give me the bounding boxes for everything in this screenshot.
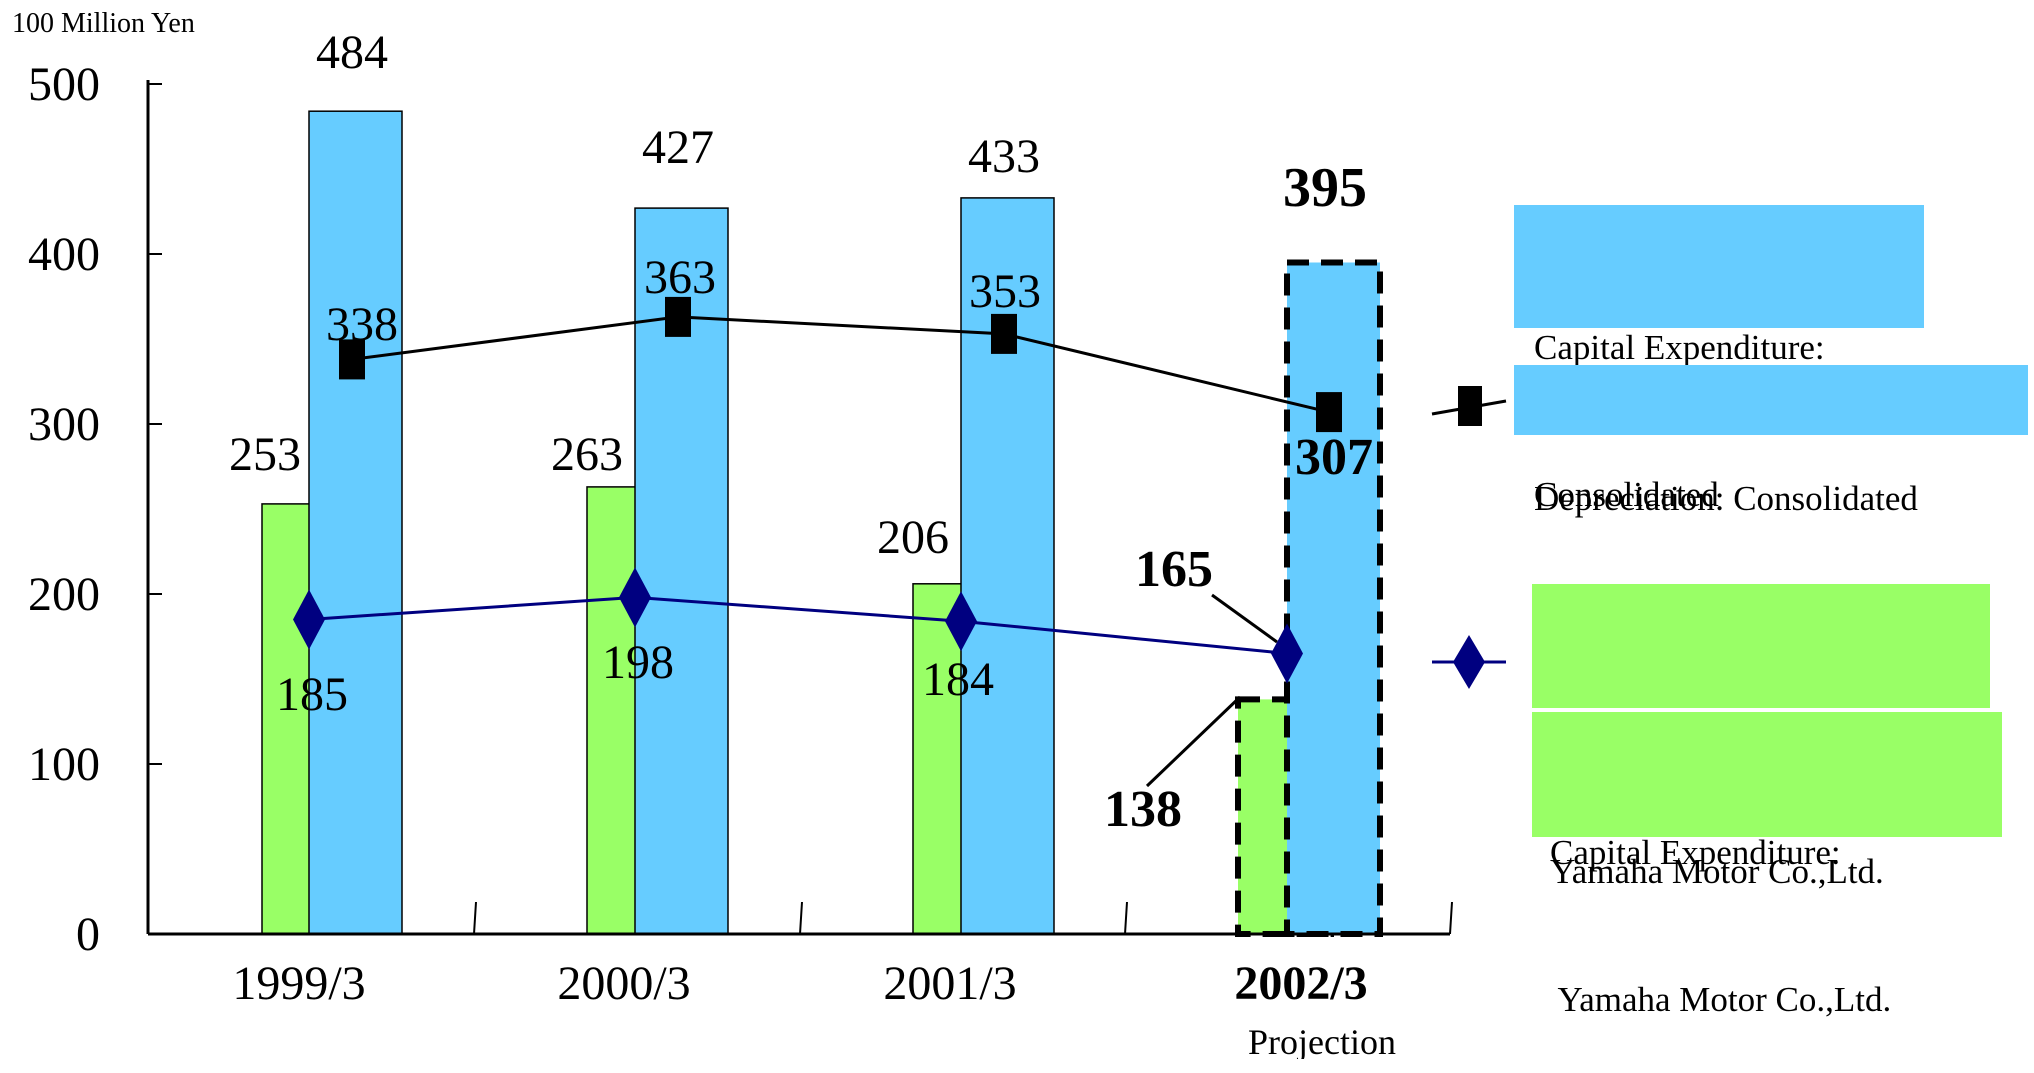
legend-capex-yamaha: Capital Expenditure: Yamaha Motor Co.,Lt… [1532, 712, 2002, 1019]
unit-label: 100 Million Yen [12, 8, 195, 39]
y-tick-label: 300 [28, 398, 100, 451]
legend-depreciation-yamaha: Depreciation : Yamaha Motor Co.,Ltd. [1532, 584, 1990, 891]
x-tick-label: 2002/3 [1234, 957, 1367, 1010]
legend-text: Consolidated [1534, 475, 1719, 514]
x-tick [1124, 901, 1128, 935]
data-label-depreciation-yamaha: 185 [276, 668, 348, 721]
data-label-capex-consolidated: 395 [1283, 157, 1367, 219]
legend-text: Capital Expenditure: [1534, 328, 1825, 367]
data-label-capex-yamaha: 138 [1104, 781, 1182, 838]
bar-capex-consolidated [308, 110, 403, 935]
marker-depreciation-consolidated [1316, 392, 1342, 433]
legend-depreciation-consolidated: Depreciation: Consolidated [1514, 365, 2028, 518]
data-label-depreciation-yamaha: 198 [602, 636, 674, 689]
data-label-capex-consolidated: 433 [968, 130, 1040, 183]
leader-line-165 [1211, 593, 1278, 644]
x-tick-label: 1999/3 [232, 957, 365, 1010]
y-tick-label: 500 [28, 58, 100, 111]
data-label-capex-yamaha: 206 [877, 511, 949, 564]
x-tick [799, 901, 803, 935]
marker-depreciation-consolidated [991, 313, 1017, 354]
legend-text: Depreciation: Consolidated [1534, 479, 1918, 518]
line-depreciation-yamaha [308, 595, 1288, 655]
marker-depreciation-yamaha [619, 567, 651, 628]
diamond-marker-icon [1432, 635, 1506, 689]
data-label-depreciation-consolidated: 353 [969, 265, 1041, 318]
y-tick-label: 400 [28, 228, 100, 281]
y-tick-label: 100 [28, 738, 100, 791]
bar-capex-consolidated [1284, 259, 1383, 937]
data-label-capex-consolidated: 427 [642, 121, 714, 174]
data-label-capex-yamaha: 253 [229, 428, 301, 481]
x-tick-label: 2001/3 [883, 957, 1016, 1010]
leader-line-138 [1145, 695, 1242, 788]
data-label-depreciation-yamaha: 184 [922, 653, 994, 706]
legend-text: Capital Expenditure: [1550, 833, 1841, 872]
y-tick-label: 200 [28, 568, 100, 621]
marker-depreciation-consolidated [665, 296, 691, 337]
marker-depreciation-consolidated [339, 339, 365, 380]
x-tick [1449, 901, 1453, 935]
projection-label: Projection [1248, 1022, 1396, 1059]
marker-depreciation-yamaha [1271, 623, 1303, 684]
x-tick [473, 901, 477, 935]
data-label-depreciation-yamaha: 165 [1135, 541, 1213, 598]
data-label-depreciation-consolidated: 307 [1295, 429, 1373, 486]
data-label-depreciation-consolidated: 338 [326, 298, 398, 351]
marker-depreciation-yamaha [293, 589, 325, 650]
square-marker-icon [1431, 386, 1507, 426]
y-tick-label: 0 [76, 908, 100, 961]
data-label-capex-consolidated: 484 [316, 26, 388, 79]
line-depreciation-consolidated [351, 315, 1330, 414]
marker-depreciation-yamaha [945, 591, 977, 652]
legend-text: Yamaha Motor Co.,Ltd. [1550, 852, 1884, 891]
legend-text: Yamaha Motor Co.,Ltd. [1550, 980, 1892, 1019]
data-label-capex-yamaha: 263 [551, 428, 623, 481]
legend-capex-consolidated: Capital Expenditure: Consolidated [1514, 205, 1924, 514]
data-label-depreciation-consolidated: 363 [644, 251, 716, 304]
x-tick-label: 2000/3 [557, 957, 690, 1010]
